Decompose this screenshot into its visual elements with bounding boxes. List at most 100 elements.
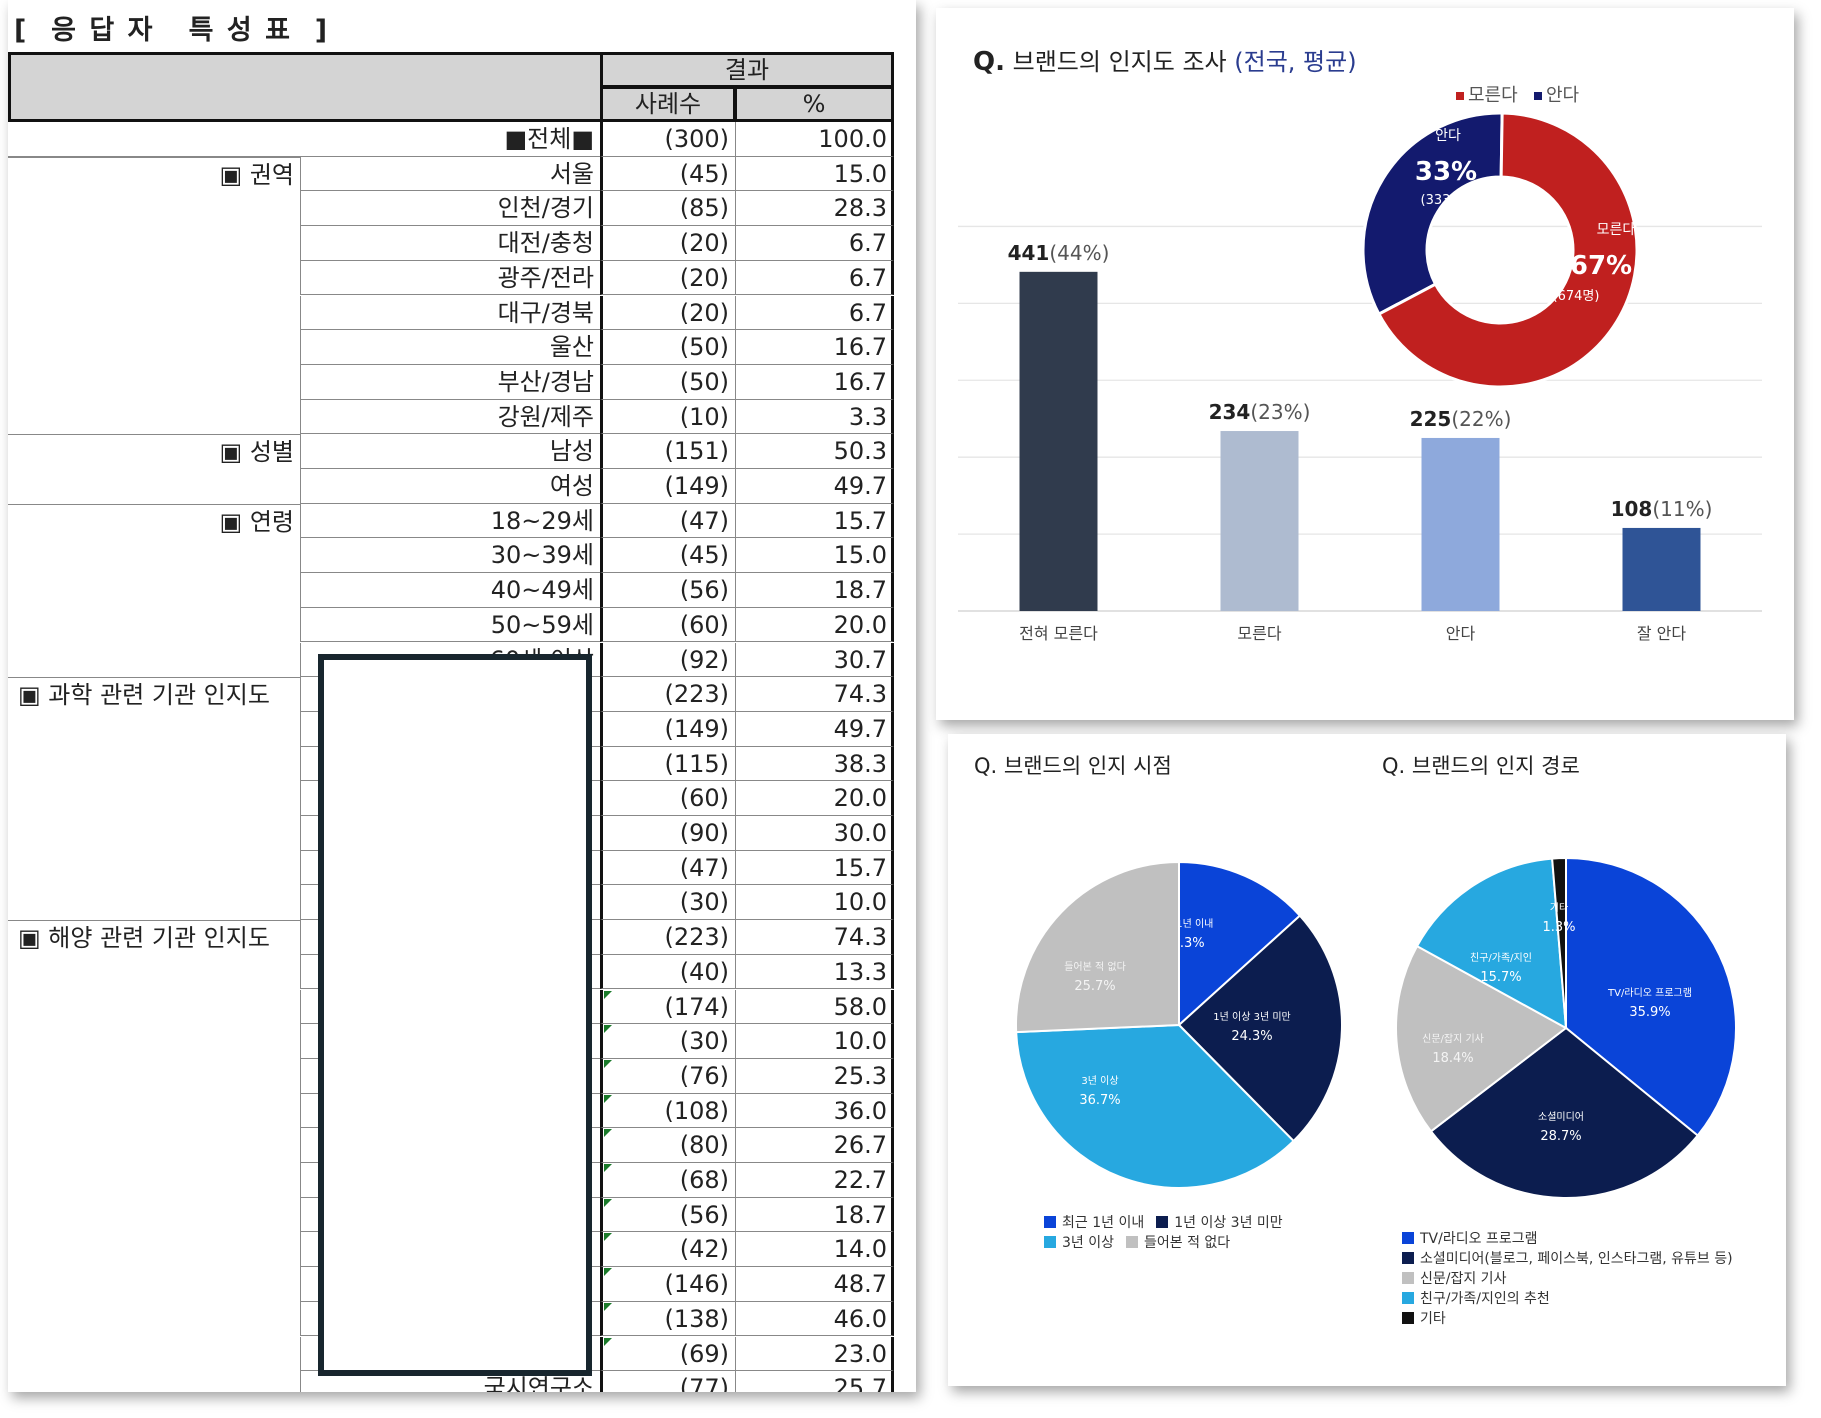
table-row: 30~39세 (45) 15.0	[8, 538, 894, 574]
pie-slice	[1015, 860, 1180, 1034]
table-row: 50~59세 (60) 20.0	[8, 607, 894, 643]
row-count: (68)	[600, 1163, 736, 1198]
row-count: (80)	[600, 1128, 736, 1163]
sheet-title: [ 응 답 자 특 성 표 ]	[14, 15, 330, 46]
legend-swatch	[1044, 1236, 1056, 1248]
legend-label: 1년 이상 3년 미만	[1174, 1215, 1283, 1231]
bar-percent: (23%)	[1250, 400, 1310, 424]
bar	[1019, 271, 1098, 611]
row-count: (85)	[600, 191, 736, 227]
row-count: (76)	[600, 1058, 736, 1094]
legend-label: 신문/잡지 기사	[1420, 1271, 1507, 1287]
row-percent: 46.0	[736, 1301, 894, 1337]
row-percent: 15.0	[736, 538, 894, 574]
table-row: (223) 74.3	[8, 920, 894, 955]
row-percent: 15.0	[736, 156, 894, 192]
row-count: (50)	[600, 364, 736, 400]
row-count: (151)	[600, 434, 736, 469]
donut-slice	[1376, 111, 1639, 389]
pie-channel-legend: TV/라디오 프로그램 소셜미디어(블로그, 페이스북, 인스타그램, 유튜브 등…	[1402, 1228, 1782, 1328]
legend-swatch	[1402, 1292, 1414, 1304]
row-label: 서울	[300, 156, 600, 192]
pie-slice	[1178, 860, 1302, 1028]
row-percent: 30.0	[736, 816, 894, 851]
group-block	[8, 677, 300, 920]
row-percent: 25.3	[736, 1058, 894, 1094]
table-row: 국시연구소 (77) 25.7	[8, 1371, 894, 1392]
table-row: 부산/경남 (50) 16.7	[8, 364, 894, 400]
header-percent: %	[736, 88, 894, 122]
row-count: (56)	[600, 573, 736, 608]
row-percent: 38.3	[736, 746, 894, 782]
row-label: 대전/충청	[300, 226, 600, 261]
bar-data-label: 225(22%)	[1410, 407, 1512, 431]
donut-slice-name: 모른다	[1597, 222, 1636, 238]
cell-note-marker	[604, 1268, 612, 1277]
legend-row: 기타	[1402, 1308, 1782, 1328]
bar-data-label: 441(44%)	[1008, 241, 1110, 265]
row-count: (30)	[600, 1024, 736, 1059]
row-label: 국시연구소	[300, 1371, 600, 1392]
group-label: ▣ 연령	[8, 503, 300, 539]
row-label: 30~39세	[300, 538, 600, 574]
legend-label: 들어본 적 없다	[1144, 1235, 1231, 1251]
legend-label: TV/라디오 프로그램	[1420, 1231, 1538, 1247]
pie-slice-label: TV/라디오 프로그램	[1607, 987, 1692, 999]
row-count: (45)	[600, 156, 736, 192]
bar-data-label: 234(23%)	[1209, 400, 1311, 424]
header-blank-cell	[8, 52, 600, 122]
cell-note-marker	[604, 990, 612, 999]
row-percent: 36.0	[736, 1093, 894, 1129]
bar	[1622, 527, 1701, 611]
group-label: ▣ 과학 관련 기관 인지도	[8, 677, 300, 712]
pie-slice-pct: 35.9%	[1629, 1005, 1670, 1020]
row-percent: 30.7	[736, 642, 894, 678]
row-percent: 58.0	[736, 989, 894, 1025]
legend-swatch	[1044, 1216, 1056, 1228]
row-percent: 6.7	[736, 260, 894, 296]
row-label: 40~49세	[300, 573, 600, 608]
legend-row: 3년 이상 들어본 적 없다	[1044, 1232, 1304, 1252]
legend-row: TV/라디오 프로그램	[1402, 1228, 1782, 1248]
pie-slice-pct: 28.7%	[1540, 1129, 1581, 1144]
table-row: 강원/제주 (10) 3.3	[8, 399, 894, 435]
table-row: (108) 36.0	[8, 1093, 894, 1129]
legend-swatch	[1534, 92, 1542, 100]
row-percent: 16.7	[736, 330, 894, 365]
pie-slice-pct: 1.3%	[1542, 920, 1575, 935]
row-count: (223)	[600, 920, 736, 955]
row-count: (92)	[600, 642, 736, 678]
bar	[1421, 437, 1500, 611]
pie-slice	[1565, 856, 1737, 1137]
row-percent: 49.7	[736, 469, 894, 504]
table-row: 대구/경북 (20) 6.7	[8, 295, 894, 331]
row-percent: 23.0	[736, 1336, 894, 1372]
pie-slice-label: 친구/가족/지인	[1470, 952, 1532, 964]
table-row-total: ■전체■ (300) 100.0	[8, 122, 894, 157]
row-percent: 14.0	[736, 1232, 894, 1268]
x-tick-label: 안다	[1446, 624, 1476, 643]
row-label: 50~59세	[300, 607, 600, 643]
legend-label: 최근 1년 이내	[1062, 1215, 1145, 1231]
table-row: 서울 (45) 15.0	[8, 156, 894, 192]
row-label: 인천/경기	[300, 191, 600, 227]
row-percent: 100.0	[736, 122, 894, 157]
row-count: (149)	[600, 711, 736, 747]
pie-slice-pct: 18.4%	[1432, 1051, 1473, 1066]
donut-slice-pct: 67%	[1570, 251, 1632, 281]
row-count: (47)	[600, 850, 736, 886]
row-label: 여성	[300, 469, 600, 504]
cell-note-marker	[604, 1059, 612, 1068]
row-percent: 20.0	[736, 781, 894, 816]
table-header: 결과 사례수 %	[8, 52, 894, 122]
row-percent: 16.7	[736, 364, 894, 400]
table-row: (42) 14.0	[8, 1232, 894, 1268]
bar-title-q: Q.	[973, 47, 1005, 77]
row-percent: 15.7	[736, 503, 894, 539]
table-row: 울산 (50) 16.7	[8, 330, 894, 365]
bar-title-main: 브랜드의 인지도 조사	[1012, 48, 1227, 76]
row-percent: 6.7	[736, 295, 894, 331]
pie-slice-label: 소셜미디어	[1538, 1111, 1584, 1123]
row-count: (138)	[600, 1301, 736, 1337]
donut-slice-pct: 33%	[1415, 157, 1477, 187]
